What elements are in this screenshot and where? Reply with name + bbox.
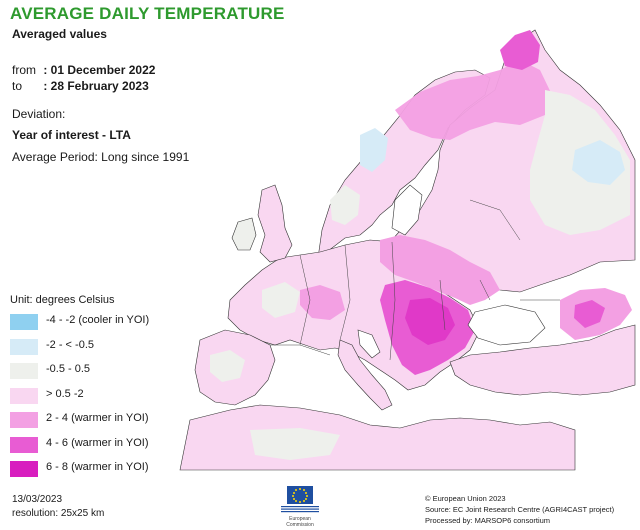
zone-neutral-scand — [330, 185, 360, 225]
neutral-overlay — [210, 90, 630, 460]
legend-item: 4 - 6 (warmer in YOI) — [10, 434, 170, 459]
baltic-sea — [391, 184, 423, 236]
legend-label: -2 - < -0.5 — [46, 338, 94, 351]
average-period: Average Period: Long since 1991 — [12, 150, 190, 164]
legend-swatch — [10, 436, 38, 453]
legend-item: -2 - < -0.5 — [10, 336, 170, 361]
legend-item: > 0.5 -2 — [10, 385, 170, 410]
seas — [357, 184, 546, 359]
legend-label: 6 - 8 (warmer in YOI) — [46, 461, 149, 473]
zone-neutral-iberia — [210, 350, 245, 382]
ireland — [231, 217, 257, 251]
from-label: from — [12, 63, 36, 77]
legend-label: > 0.5 -2 — [46, 387, 84, 400]
deviation-type: Year of interest - LTA — [12, 128, 131, 142]
zone-neutral-africa — [250, 428, 340, 460]
legend-swatch — [10, 461, 38, 477]
legend-item: -4 - -2 (cooler in YOI) — [10, 311, 170, 336]
copyright: © European Union 2023 — [425, 494, 506, 503]
legend-swatch — [10, 387, 38, 404]
european-commission-logo — [281, 486, 319, 513]
legend-label: -4 - -2 (cooler in YOI) — [46, 314, 150, 326]
legend-swatch — [10, 338, 38, 355]
zone-6-8-core — [405, 298, 455, 345]
legend-item: 2 - 4 (warmer in YOI) — [10, 409, 170, 434]
to-value: : 28 February 2023 — [43, 79, 149, 93]
zone-4-6-northeast — [500, 30, 540, 70]
legend-label: -0.5 - 0.5 — [46, 363, 91, 375]
zone-cool-russia — [572, 140, 625, 185]
zone-4-6-caucasus — [574, 300, 605, 328]
great-britain — [257, 184, 293, 263]
black-sea — [467, 304, 546, 346]
italy — [337, 339, 393, 411]
logo-text: European Commission — [286, 516, 314, 528]
zone-cool-sweden — [360, 128, 388, 172]
adriatic — [357, 329, 381, 359]
legend-swatch — [10, 314, 38, 330]
map-subtitle: Averaged values — [12, 27, 107, 41]
period-from: from : 01 December 2022 — [12, 63, 155, 77]
legend-label: 2 - 4 (warmer in YOI) — [46, 412, 149, 424]
from-value: : 01 December 2022 — [43, 63, 156, 77]
processed-by: Processed by: MARSOP6 consortium — [425, 516, 551, 525]
anomaly-overlay — [300, 30, 632, 375]
country-borders — [270, 199, 560, 361]
legend-swatch — [10, 363, 38, 379]
map-date: 13/03/2023 — [12, 494, 63, 505]
legend-item: -0.5 - 0.5 — [10, 360, 170, 385]
map-title: AVERAGE DAILY TEMPERATURE — [10, 4, 285, 23]
legend: -4 - -2 (cooler in YOI) -2 - < -0.5 -0.5 -… — [10, 311, 170, 483]
legend-swatch — [10, 412, 38, 428]
turkey — [449, 324, 636, 396]
zone-neutral-west — [262, 282, 300, 318]
deviation-label: Deviation: — [12, 107, 66, 121]
source: Source: EC Joint Research Centre (AGRI4C… — [425, 505, 615, 514]
period-to: to : 28 February 2023 — [12, 79, 149, 93]
legend-item: 6 - 8 (warmer in YOI) — [10, 458, 170, 483]
map-resolution: resolution: 25x25 km — [12, 508, 105, 519]
zone-2-4-north — [395, 60, 552, 140]
zone-2-4-alps — [300, 285, 345, 320]
to-label: to — [12, 79, 23, 93]
zone-2-4-central — [380, 235, 500, 305]
north-africa — [179, 404, 576, 471]
legend-label: 4 - 6 (warmer in YOI) — [46, 436, 149, 449]
legend-unit: Unit: degrees Celsius — [10, 294, 115, 306]
